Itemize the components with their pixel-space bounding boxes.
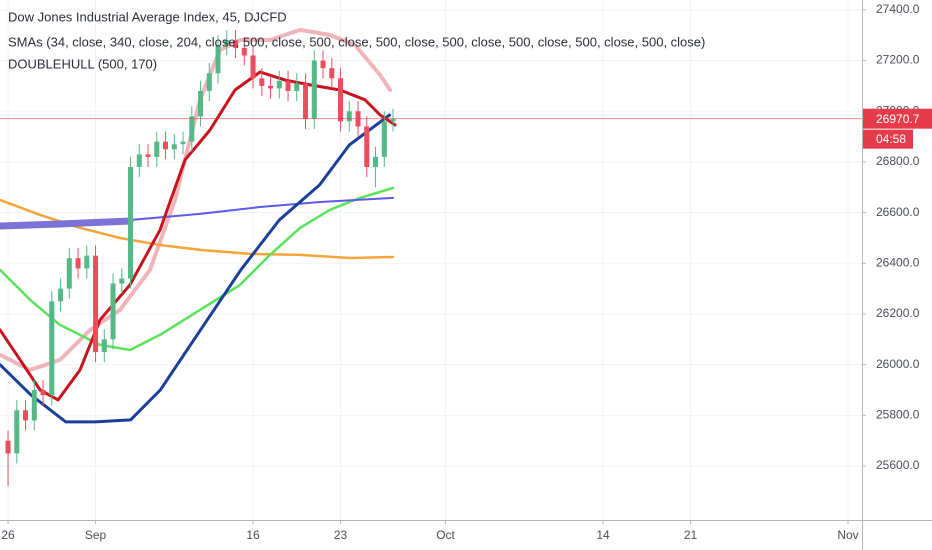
last-price-box bbox=[863, 108, 932, 129]
indicator-label: SMAs (34, close, 340, close, 204, close,… bbox=[8, 34, 705, 49]
candle-body bbox=[373, 156, 379, 167]
x-tick-label: Sep bbox=[85, 528, 107, 542]
y-tick-label: 26400.0 bbox=[876, 255, 920, 269]
y-tick-label: 26600.0 bbox=[876, 205, 920, 219]
candle-body bbox=[311, 60, 317, 119]
candle-body bbox=[303, 83, 309, 119]
countdown-box bbox=[863, 129, 913, 149]
legend: Dow Jones Industrial Average Index, 45, … bbox=[8, 9, 705, 71]
candle-body bbox=[215, 45, 221, 74]
x-tick-label: 26 bbox=[1, 528, 15, 542]
candle-body bbox=[250, 55, 256, 79]
indicator-line bbox=[0, 186, 395, 352]
y-tick-label: 26200.0 bbox=[876, 306, 920, 320]
candle-body bbox=[364, 126, 370, 167]
candle-body bbox=[31, 390, 37, 421]
indicator-line bbox=[129, 196, 394, 221]
x-tick-label: 23 bbox=[334, 528, 348, 542]
candle-body bbox=[40, 390, 46, 396]
candle-body bbox=[285, 80, 291, 91]
candle-body bbox=[145, 154, 151, 157]
indicator-line bbox=[0, 70, 397, 402]
candle-body bbox=[154, 141, 160, 157]
candle-body bbox=[329, 68, 335, 79]
candle-body bbox=[206, 73, 212, 91]
candle-body bbox=[276, 80, 282, 89]
y-tick-label: 25600.0 bbox=[876, 458, 920, 472]
candle-body bbox=[84, 255, 90, 269]
candle-body bbox=[180, 141, 186, 145]
x-tick-label: 21 bbox=[684, 528, 698, 542]
last-price-label: 26970.7 bbox=[876, 112, 920, 126]
countdown-label: 04:58 bbox=[876, 132, 906, 146]
candle-body bbox=[241, 47, 247, 56]
candle-body bbox=[49, 301, 55, 396]
candle-body bbox=[5, 440, 11, 454]
candle-body bbox=[119, 278, 125, 284]
y-tick-label: 25800.0 bbox=[876, 408, 920, 422]
candle-body bbox=[93, 255, 99, 352]
candle-body bbox=[259, 78, 265, 86]
candle-body bbox=[346, 111, 352, 122]
x-tick-label: 16 bbox=[246, 528, 260, 542]
candle-body bbox=[101, 339, 107, 352]
candle-body bbox=[58, 288, 64, 302]
candle-body bbox=[390, 118, 396, 122]
candles bbox=[5, 30, 396, 487]
indicator-label: DOUBLEHULL (500, 170) bbox=[8, 56, 157, 71]
grid bbox=[0, 0, 862, 520]
x-tick-label: Oct bbox=[436, 528, 455, 542]
candle-body bbox=[75, 258, 81, 269]
candle-body bbox=[189, 116, 195, 142]
candle-body bbox=[136, 154, 142, 167]
indicator-line bbox=[0, 113, 391, 424]
overlays bbox=[0, 27, 397, 424]
y-tick-label: 27200.0 bbox=[876, 53, 920, 67]
candle-body bbox=[66, 258, 72, 289]
x-tick-label: 14 bbox=[596, 528, 610, 542]
candle-body bbox=[268, 85, 274, 89]
chart-title: Dow Jones Industrial Average Index, 45, … bbox=[8, 9, 287, 24]
x-tick-label: Nov bbox=[837, 528, 858, 542]
candle-body bbox=[171, 144, 177, 150]
candle-body bbox=[14, 410, 20, 454]
candle-body bbox=[23, 410, 29, 421]
candle-body bbox=[224, 40, 230, 46]
candle-body bbox=[163, 141, 169, 150]
candle-body bbox=[338, 78, 344, 122]
candle-body bbox=[320, 60, 326, 69]
candle-body bbox=[381, 121, 387, 157]
candle-body bbox=[128, 166, 134, 279]
indicator-line bbox=[0, 217, 134, 230]
candle-body bbox=[233, 40, 239, 48]
candle-body bbox=[198, 90, 204, 117]
candle-body bbox=[294, 83, 300, 91]
y-tick-label: 26000.0 bbox=[876, 357, 920, 371]
y-tick-label: 27400.0 bbox=[876, 2, 920, 16]
candle-body bbox=[110, 283, 116, 340]
y-tick-label: 26800.0 bbox=[876, 154, 920, 168]
